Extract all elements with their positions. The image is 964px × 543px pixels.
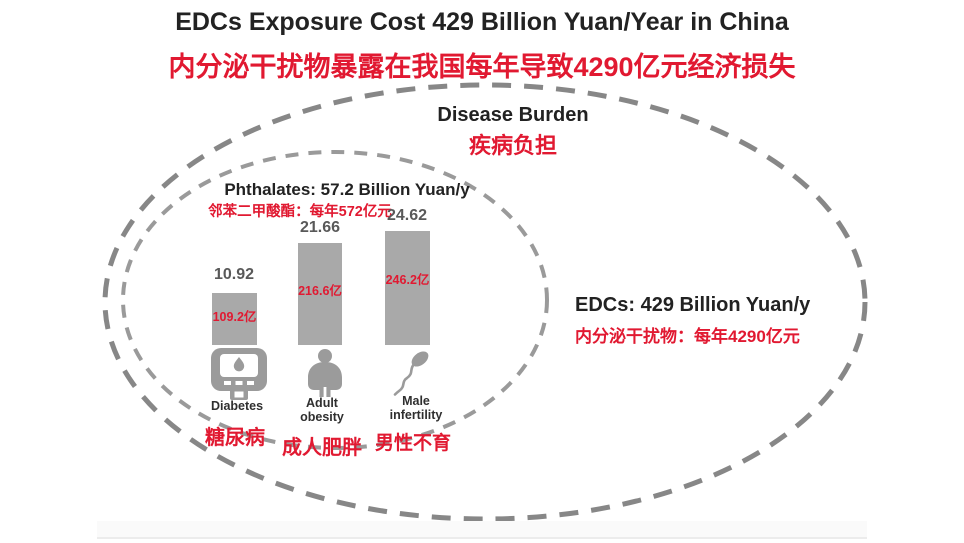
bar-inner-label-diabetes: 109.2亿 — [212, 310, 257, 324]
phthalates-label: Phthalates: 57.2 Billion Yuan/y — [224, 180, 470, 199]
page-title-chinese: 内分泌干扰物暴露在我国每年导致4290亿元经济损失 — [168, 52, 796, 82]
page-title: EDCs Exposure Cost 429 Billion Yuan/Year… — [175, 8, 789, 36]
bar-infertility — [385, 231, 430, 345]
category-label-line: Diabetes — [210, 399, 264, 413]
edcs-label-chinese: 内分泌干扰物：每年4290亿元 — [575, 327, 800, 346]
bar-value-diabetes: 10.92 — [213, 266, 255, 283]
category-label-infertility-chinese: 男性不育 — [374, 433, 451, 454]
category-label-line: Adult — [306, 396, 338, 410]
category-label-diabetes: Diabetes — [177, 399, 297, 414]
glucose-meter-icon — [211, 348, 267, 400]
sperm-icon — [393, 351, 429, 396]
bar-inner-label-obesity: 216.6亿 — [298, 284, 342, 298]
disease-burden-label: Disease Burden — [437, 104, 589, 126]
slide-bottom-edge — [97, 521, 867, 539]
obese-person-icon — [308, 349, 342, 397]
category-label-infertility: Male infertility — [356, 394, 476, 422]
bar-inner-label-infertility: 246.2亿 — [385, 273, 430, 287]
category-label-obesity: Adult obesity — [262, 396, 382, 424]
category-label-line: obesity — [300, 409, 344, 424]
phthalates-label-chinese: 邻苯二甲酸酯：每年572亿元 — [208, 204, 392, 220]
bar-value-obesity: 21.66 — [299, 219, 341, 236]
edcs-label: EDCs: 429 Billion Yuan/y — [575, 294, 811, 316]
bar-obesity — [298, 243, 342, 345]
category-label-line: infertility — [389, 407, 443, 422]
bar-diabetes — [212, 293, 257, 345]
category-label-line: Male — [402, 394, 430, 408]
disease-burden-label-chinese: 疾病负担 — [468, 133, 557, 158]
category-label-obesity-chinese: 成人肥胖 — [282, 437, 362, 459]
bar-value-infertility: 24.62 — [386, 207, 428, 224]
category-label-diabetes-chinese: 糖尿病 — [205, 427, 265, 449]
